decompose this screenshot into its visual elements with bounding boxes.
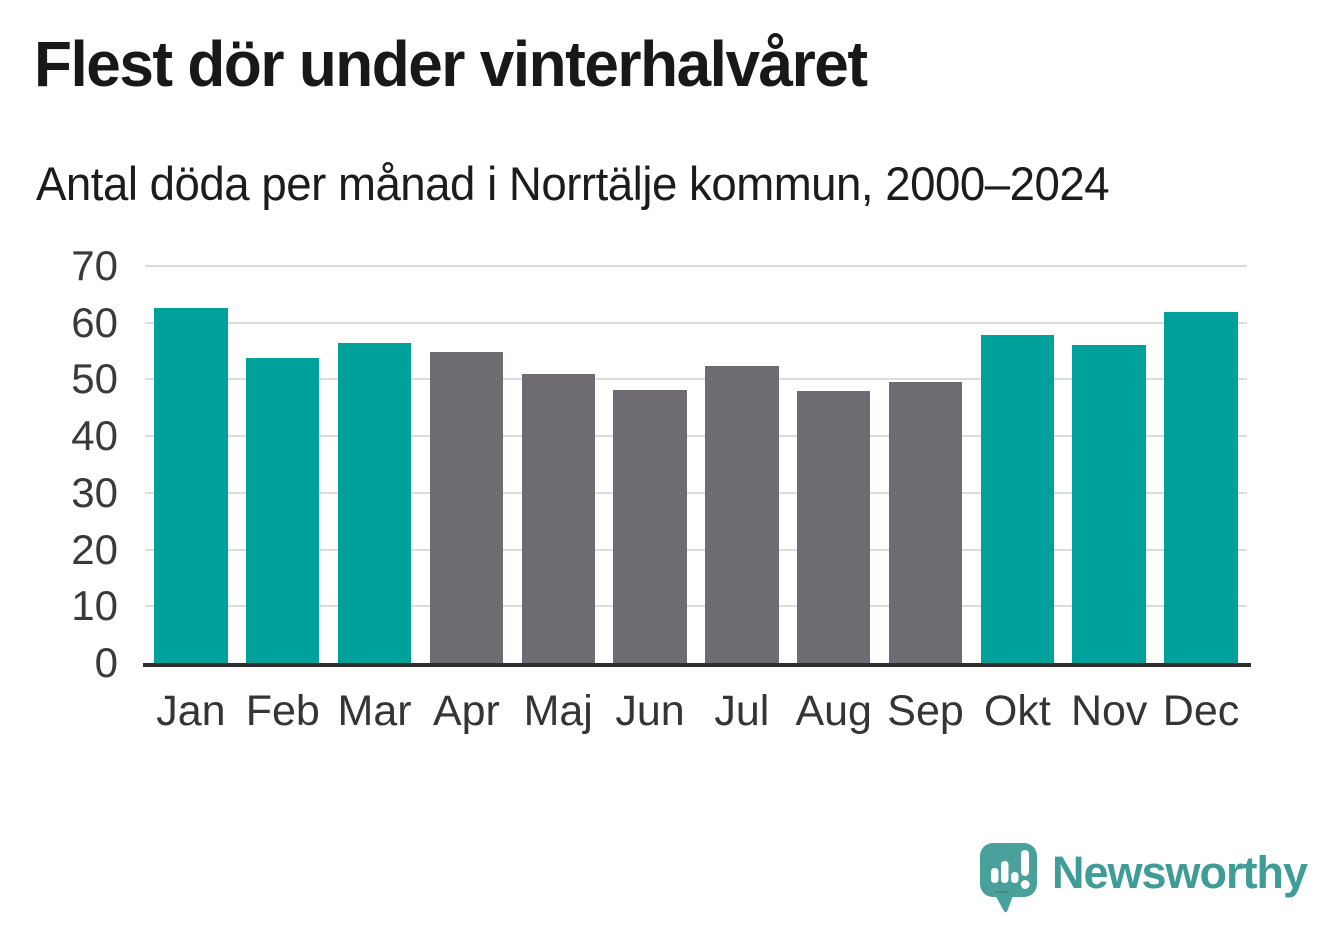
bar-maj (521, 373, 595, 663)
bar-feb (246, 357, 320, 663)
bar-band-maj (512, 266, 604, 663)
x-tick-feb: Feb (245, 687, 320, 735)
y-tick-20: 20 (71, 525, 118, 573)
bar-band-jul (696, 266, 788, 663)
bar-jul (705, 366, 779, 663)
chart-title: Flest dör under vinterhalvåret (34, 28, 868, 100)
bar-band-feb (237, 266, 329, 663)
x-axis-line (143, 663, 1251, 667)
y-tick-50: 50 (71, 355, 118, 403)
x-tick-mar: Mar (337, 687, 412, 735)
bar-okt (980, 334, 1055, 663)
plot-area (143, 265, 1251, 667)
bar-jun (613, 389, 687, 663)
y-tick-40: 40 (71, 412, 118, 460)
bar-apr (429, 352, 504, 663)
bar-band-jun (604, 266, 696, 663)
x-tick-maj: Maj (523, 687, 593, 735)
x-tick-nov: Nov (1070, 687, 1148, 735)
bar-band-okt (971, 266, 1063, 663)
bar-band-aug (788, 266, 880, 663)
x-tick-aug: Aug (795, 687, 872, 735)
bars (145, 266, 1247, 663)
y-tick-0: 0 (94, 639, 118, 686)
x-tick-jul: Jul (714, 687, 770, 735)
y-axis-labels: 0 10 20 30 40 50 60 70 (0, 245, 118, 684)
y-tick-70: 70 (71, 242, 118, 289)
y-tick-60: 60 (71, 298, 118, 346)
gridline-60 (145, 321, 1247, 324)
bar-sep (888, 381, 963, 663)
bar-mar (337, 342, 412, 663)
x-axis-labels: Jan Feb Mar Apr Maj Jun Jul Aug Sep Okt Nov Dec (145, 687, 1247, 735)
gridline-50 (145, 378, 1247, 381)
gridline-70 (145, 265, 1247, 267)
bar-jan (154, 307, 228, 663)
x-tick-dec: Dec (1162, 687, 1240, 735)
bar-band-jan (145, 266, 237, 663)
x-tick-apr: Apr (432, 687, 500, 735)
x-tick-sep: Sep (887, 687, 964, 735)
bar-nov (1072, 345, 1146, 663)
bar-dec (1164, 311, 1238, 663)
bar-aug (796, 391, 871, 663)
y-tick-10: 10 (71, 582, 118, 630)
bar-band-mar (329, 266, 421, 663)
bar-band-sep (880, 266, 972, 663)
x-tick-jan: Jan (156, 687, 226, 735)
gridline-20 (145, 548, 1247, 551)
bar-band-apr (420, 266, 512, 663)
gridline-30 (145, 491, 1247, 494)
x-tick-jun: Jun (615, 687, 685, 735)
chart-subtitle: Antal döda per månad i Norrtälje kommun,… (36, 157, 1110, 210)
gridline-40 (145, 435, 1247, 438)
bar-band-dec (1155, 266, 1247, 663)
newsworthy-logo: Newsworthy (979, 841, 1308, 915)
y-tick-30: 30 (71, 468, 118, 516)
newsworthy-logo-text: Newsworthy (1052, 847, 1308, 898)
bar-band-nov (1063, 266, 1155, 663)
newsworthy-bubble-icon (980, 843, 1037, 913)
gridline-10 (145, 605, 1247, 608)
x-tick-okt: Okt (983, 687, 1051, 735)
